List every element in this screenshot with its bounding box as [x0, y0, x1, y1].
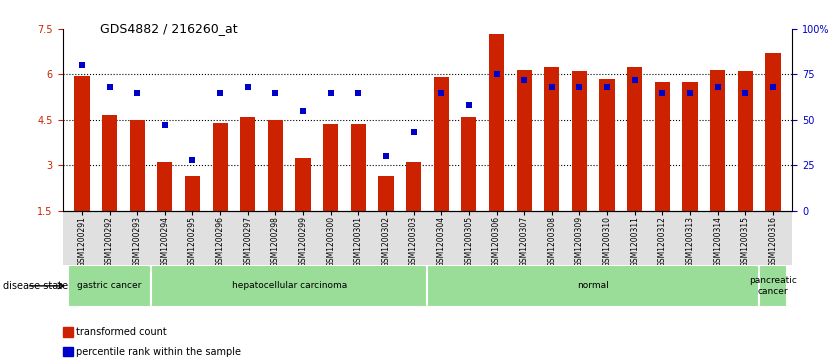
Bar — [766, 53, 781, 211]
Point — [683, 90, 696, 95]
Point — [435, 90, 448, 95]
Point — [711, 84, 725, 90]
Point — [490, 72, 503, 77]
Bar — [655, 82, 670, 211]
Point — [103, 84, 116, 90]
Text: GDS4882 / 216260_at: GDS4882 / 216260_at — [100, 22, 238, 35]
Bar — [379, 176, 394, 211]
Text: percentile rank within the sample: percentile rank within the sample — [76, 347, 241, 357]
Text: transformed count: transformed count — [76, 327, 167, 337]
Bar — [158, 162, 173, 211]
Point — [600, 84, 614, 90]
Point — [352, 90, 365, 95]
Bar — [516, 70, 532, 211]
Bar — [627, 67, 642, 211]
Bar — [461, 117, 476, 211]
Bar — [295, 158, 310, 211]
Bar — [434, 77, 449, 211]
Bar — [600, 79, 615, 211]
Bar — [572, 72, 587, 211]
Bar — [74, 76, 89, 211]
Bar — [710, 70, 726, 211]
Bar — [682, 82, 697, 211]
Point — [628, 77, 641, 83]
Point — [739, 90, 752, 95]
Bar — [240, 117, 255, 211]
Bar — [268, 120, 283, 211]
Point — [407, 130, 420, 135]
Bar — [151, 265, 427, 307]
Text: hepatocellular carcinoma: hepatocellular carcinoma — [232, 281, 347, 290]
Bar — [323, 125, 339, 211]
Point — [573, 84, 586, 90]
Point — [545, 84, 559, 90]
Bar — [759, 265, 786, 307]
Point — [241, 84, 254, 90]
Bar — [406, 162, 421, 211]
Bar — [738, 72, 753, 211]
Bar — [102, 115, 117, 211]
Bar — [351, 125, 366, 211]
Text: gastric cancer: gastric cancer — [78, 281, 142, 290]
Point — [324, 90, 337, 95]
Point — [158, 122, 172, 128]
Bar — [545, 67, 560, 211]
Point — [379, 153, 393, 159]
Point — [130, 90, 143, 95]
Point — [656, 90, 669, 95]
Point — [186, 157, 199, 163]
Point — [766, 84, 780, 90]
Point — [296, 108, 309, 114]
Bar — [68, 265, 151, 307]
Text: disease state: disease state — [3, 281, 68, 291]
Bar — [489, 34, 504, 211]
Bar — [129, 120, 145, 211]
Point — [75, 62, 88, 68]
Bar — [185, 176, 200, 211]
Text: normal: normal — [577, 281, 609, 290]
Point — [462, 102, 475, 108]
Point — [214, 90, 227, 95]
Bar — [427, 265, 759, 307]
Point — [269, 90, 282, 95]
Bar — [213, 123, 228, 211]
Point — [518, 77, 531, 83]
Text: pancreatic
cancer: pancreatic cancer — [749, 276, 797, 295]
